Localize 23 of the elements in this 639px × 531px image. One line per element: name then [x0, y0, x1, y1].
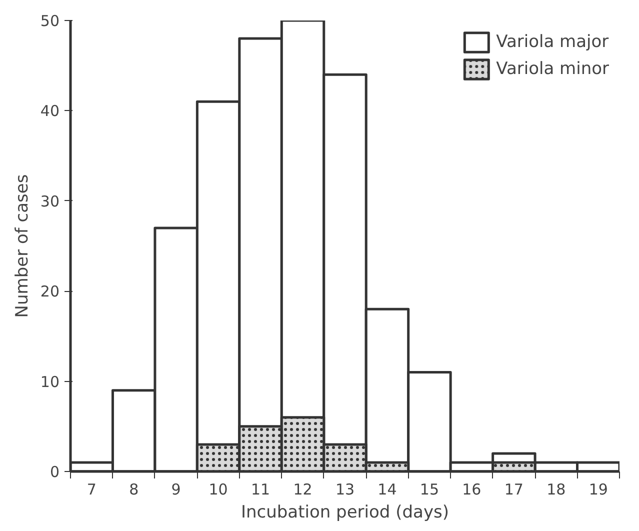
x-tick-label: 11	[250, 480, 270, 498]
y-tick-label: 20	[40, 282, 60, 301]
x-tick-label: 8	[129, 480, 139, 498]
y-tick-label: 10	[40, 372, 60, 391]
y-tick-label: 30	[40, 192, 60, 210]
x-tick-label: 12	[293, 480, 312, 498]
x-axis-title: Incubation period (days)	[240, 502, 450, 522]
y-tick-label: 50	[40, 12, 60, 30]
x-tick-label: 9	[171, 480, 181, 498]
y-tick-label: 40	[40, 102, 60, 120]
x-tick-label: 13	[335, 480, 355, 498]
y-tick-label: 0	[50, 463, 60, 481]
x-tick-label: 16	[462, 480, 482, 498]
x-tick-label: 10	[208, 480, 228, 498]
x-tick-label: 17	[504, 480, 524, 498]
legend-label: Variola major	[496, 32, 609, 52]
legend-label: Variola minor	[496, 59, 609, 79]
x-tick-label: 7	[86, 480, 96, 498]
x-tick-label: 19	[588, 480, 608, 498]
x-tick-label: 15	[420, 480, 440, 498]
y-axis-title: Number of cases	[12, 174, 32, 318]
x-tick-label: 18	[546, 480, 566, 498]
x-tick-label: 14	[378, 480, 397, 498]
